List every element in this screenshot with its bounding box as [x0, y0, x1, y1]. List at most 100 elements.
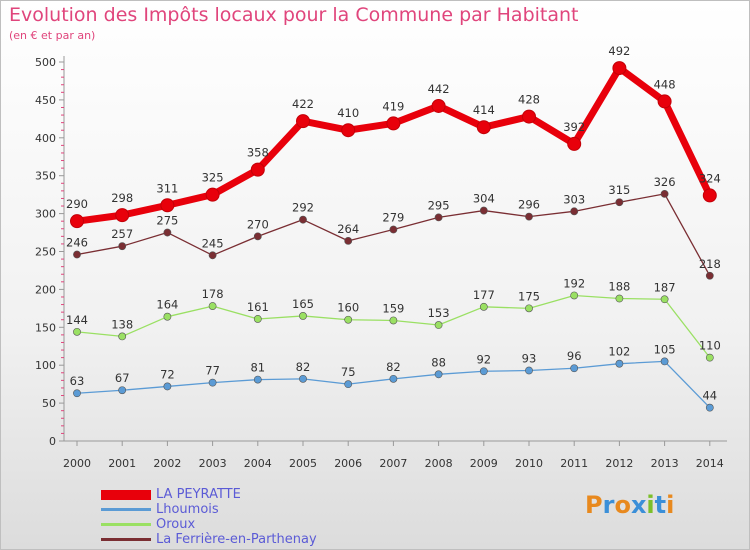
data-point	[389, 374, 398, 383]
legend-swatch-lhoumois	[101, 508, 151, 511]
data-point	[163, 382, 172, 391]
data-point	[70, 214, 84, 229]
x-tick-label: 2007	[379, 457, 407, 470]
data-label: 159	[382, 301, 404, 315]
y-tick-label: 450	[35, 94, 56, 107]
data-label: 81	[250, 361, 265, 375]
data-label: 279	[382, 211, 404, 225]
data-point	[434, 321, 443, 329]
data-point	[250, 162, 265, 177]
series-line-0	[73, 64, 714, 225]
data-point	[660, 295, 669, 304]
data-label: 292	[292, 201, 314, 215]
data-point	[341, 123, 356, 138]
data-point	[612, 61, 627, 76]
legend-label-la-ferriere: La Ferrière-en-Parthenay	[156, 532, 317, 547]
data-label: 44	[702, 389, 717, 403]
data-label: 270	[247, 217, 269, 231]
data-label: 138	[111, 317, 133, 331]
x-tick-label: 2009	[470, 457, 498, 470]
data-point	[115, 208, 130, 223]
chart-title: Evolution des Impôts locaux pour la Comm…	[9, 4, 579, 26]
data-point	[344, 315, 353, 324]
legend-label-lhoumois: Lhoumois	[156, 502, 219, 517]
data-point	[570, 207, 579, 216]
data-point	[479, 302, 488, 311]
data-label: 448	[654, 77, 676, 91]
legend-label-la-peyratte: LA PEYRATTE	[156, 487, 241, 502]
data-point	[299, 215, 307, 224]
data-point	[660, 357, 669, 366]
data-point	[118, 242, 127, 251]
data-label: 298	[111, 191, 133, 205]
data-point	[705, 353, 714, 362]
x-tick-label: 2008	[425, 457, 453, 470]
x-tick-label: 2000	[63, 457, 91, 470]
data-label: 187	[654, 280, 676, 294]
data-label: 295	[428, 198, 450, 212]
y-tick-label: 0	[49, 435, 56, 448]
data-label: 492	[608, 44, 630, 58]
x-tick-label: 2001	[108, 457, 136, 470]
y-tick-label: 100	[35, 359, 56, 372]
data-point	[208, 378, 217, 387]
y-tick-label: 200	[35, 283, 56, 296]
data-label: 246	[66, 236, 88, 250]
data-label: 358	[247, 146, 269, 160]
x-tick-label: 2011	[560, 457, 588, 470]
data-label: 422	[292, 97, 314, 111]
data-point	[386, 116, 401, 131]
y-tick-label: 400	[35, 132, 56, 145]
data-label: 96	[567, 349, 582, 363]
data-label: 63	[70, 374, 85, 388]
data-point	[299, 374, 307, 383]
x-tick-label: 2004	[244, 457, 272, 470]
y-tick-label: 500	[35, 56, 56, 69]
data-point	[73, 327, 81, 336]
data-point	[163, 312, 172, 321]
data-label: 290	[66, 197, 88, 211]
data-point	[205, 187, 220, 202]
data-label: 264	[337, 222, 359, 236]
data-point	[118, 332, 127, 341]
data-point	[657, 94, 672, 109]
data-label: 188	[608, 279, 630, 293]
chart-subtitle: (en € et par an)	[9, 29, 96, 42]
data-point	[344, 236, 353, 245]
data-point	[567, 136, 582, 151]
data-point	[208, 251, 217, 260]
x-tick-label: 2014	[696, 457, 724, 470]
data-label: 105	[654, 342, 676, 356]
data-label: 88	[431, 355, 446, 369]
data-point	[570, 364, 579, 373]
data-label: 428	[518, 93, 540, 107]
data-point	[615, 198, 624, 207]
data-label: 75	[341, 365, 356, 379]
data-label: 326	[654, 175, 676, 189]
data-point	[344, 380, 353, 389]
data-point	[615, 359, 624, 368]
data-label: 257	[111, 227, 133, 241]
data-point	[570, 291, 579, 300]
legend-swatch-la-ferriere	[101, 538, 151, 541]
data-label: 92	[476, 352, 491, 366]
data-label: 72	[160, 367, 175, 381]
data-label: 414	[473, 103, 495, 117]
x-tick-label: 2005	[289, 457, 317, 470]
data-point	[253, 232, 262, 241]
data-label: 82	[386, 360, 401, 374]
data-label: 144	[66, 313, 88, 327]
data-point	[253, 315, 262, 323]
data-point	[434, 370, 443, 379]
data-point	[389, 225, 398, 234]
data-label: 315	[608, 183, 630, 197]
data-label: 218	[699, 257, 721, 271]
data-label: 93	[522, 352, 537, 366]
data-point	[299, 312, 307, 320]
data-label: 165	[292, 297, 314, 311]
data-point	[434, 213, 443, 222]
data-point	[389, 316, 398, 325]
y-tick-label: 250	[35, 246, 56, 259]
